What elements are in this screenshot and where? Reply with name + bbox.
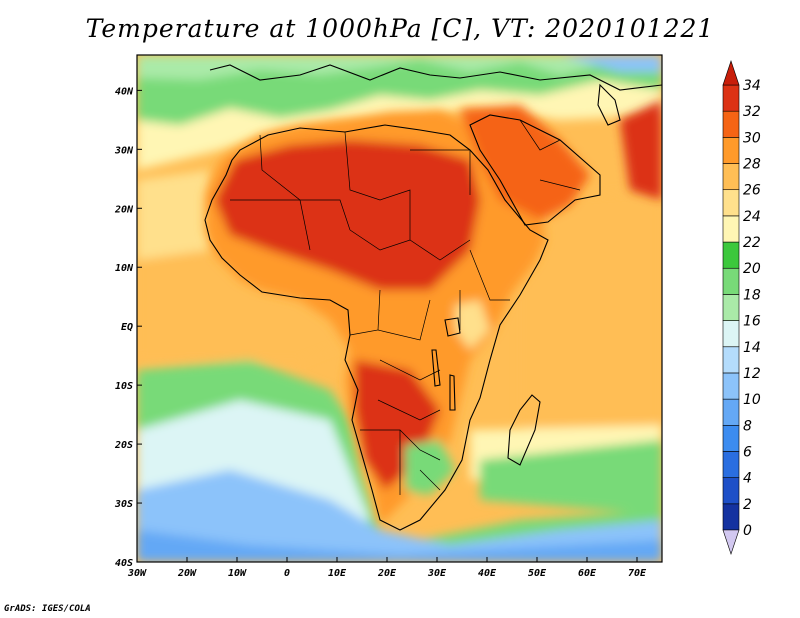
lat-tick-label: 20N — [114, 204, 134, 215]
lake-victoria — [444, 317, 461, 337]
coastlines — [204, 64, 662, 531]
colorbar-label: 10 — [743, 392, 761, 408]
colorbar-segment — [722, 267, 740, 295]
country-borders — [230, 119, 581, 495]
lon-tick-label: 40E — [478, 568, 497, 579]
colorbar-segment — [722, 163, 740, 191]
field-indian-south-green — [480, 440, 662, 515]
field-south-atlantic-cold — [137, 470, 662, 562]
border-line — [459, 249, 510, 330]
colorbar-over-arrow — [722, 60, 740, 86]
field-atlantic-tropics — [137, 170, 210, 260]
grads-credit: GrADS: IGES/COLA — [4, 604, 91, 614]
lon-tick-label: 20W — [177, 568, 197, 579]
map-frame — [136, 54, 663, 563]
lon-tick-label: 20E — [377, 568, 397, 579]
madagascar-coast — [507, 394, 541, 466]
colorbar-segment — [722, 320, 740, 348]
colorbar-segment — [722, 215, 740, 243]
colorbar-segment — [722, 424, 740, 452]
field-arabia-hot — [460, 105, 590, 220]
colorbar-label: 22 — [743, 235, 761, 251]
border-line — [410, 149, 471, 195]
colorbar-segment — [722, 189, 740, 217]
field-kalahari-cool — [405, 440, 455, 495]
lat-tick-label: 10N — [115, 263, 134, 274]
lake-malawi — [449, 374, 456, 411]
caspian-coast — [597, 83, 621, 126]
field-gulf-guinea — [137, 240, 350, 360]
colorbar-segment — [722, 346, 740, 374]
border-line — [360, 429, 441, 495]
colorbar-label: 2 — [743, 497, 752, 513]
lat-tick-label: 40S — [115, 558, 133, 569]
colorbar-label: 30 — [743, 130, 761, 146]
lon-tick-label: 30E — [427, 568, 447, 579]
colorbar-label: 34 — [743, 78, 761, 94]
colorbar-segment — [722, 110, 740, 138]
colorbar-label: 24 — [743, 209, 761, 225]
colorbar-segment — [722, 451, 740, 478]
field-southern-ocean — [137, 530, 662, 562]
colorbar-label: 12 — [743, 366, 761, 382]
field-north-cool — [137, 55, 662, 80]
colorbar-label: 32 — [743, 104, 761, 120]
field-sahara-core — [215, 140, 480, 290]
colorbar-segment — [722, 477, 740, 505]
lake-tanganyika — [431, 349, 441, 387]
lat-tick-label: 30N — [114, 145, 134, 156]
lon-tick-label: 10W — [228, 568, 247, 579]
colorbar-under-arrow — [722, 529, 740, 555]
lat-tick-label: 20S — [114, 440, 133, 451]
field-mediterranean — [137, 55, 662, 125]
border-line — [344, 131, 411, 240]
lon-tick-label: 50E — [528, 568, 547, 579]
lon-tick-label: 10E — [328, 568, 347, 579]
arabia-coast — [469, 114, 601, 226]
field-iran-hot — [620, 100, 662, 200]
colorbar-label: 26 — [743, 183, 761, 199]
colorbar-label: 0 — [743, 523, 752, 539]
colorbar-segment — [722, 398, 740, 426]
africa-coastline — [204, 124, 549, 531]
colorbar-label: 28 — [743, 157, 761, 173]
colorbar-label: 20 — [743, 261, 761, 277]
lon-tick-label: 70E — [628, 568, 647, 579]
colorbar-label: 4 — [743, 471, 752, 487]
field-highlands — [455, 300, 490, 350]
field-indian-ocean — [520, 190, 662, 450]
lon-tick-label: 0 — [284, 568, 290, 579]
field-europe-cold — [560, 55, 662, 72]
lon-tick-label: 60E — [578, 568, 597, 579]
lat-tick-label: 40N — [115, 86, 134, 97]
colorbar-segment — [722, 372, 740, 400]
colorbar-label: 16 — [743, 314, 761, 330]
colorbar-segment — [722, 503, 740, 531]
border-line — [349, 289, 431, 341]
colorbar-segment — [722, 241, 740, 269]
europe-coast — [209, 64, 662, 91]
colorbar-segment — [722, 294, 740, 321]
colorbar-label: 6 — [743, 444, 752, 460]
border-line — [377, 359, 441, 421]
lat-tick-label: 10S — [115, 381, 133, 392]
border-line — [519, 119, 581, 191]
lon-tick-label: 30W — [127, 568, 147, 579]
colorbar-label: 18 — [743, 287, 761, 303]
colorbar-label: 14 — [743, 340, 761, 356]
map-title: Temperature at 1000hPa [C], VT: 20201012… — [85, 14, 715, 43]
border-line — [230, 199, 471, 261]
colorbar-label: 8 — [743, 418, 752, 434]
lat-tick-label: EQ — [121, 322, 133, 333]
lat-tick-label: 30S — [114, 499, 133, 510]
colorbar-segment — [722, 137, 740, 164]
colorbar-segment — [722, 84, 740, 112]
